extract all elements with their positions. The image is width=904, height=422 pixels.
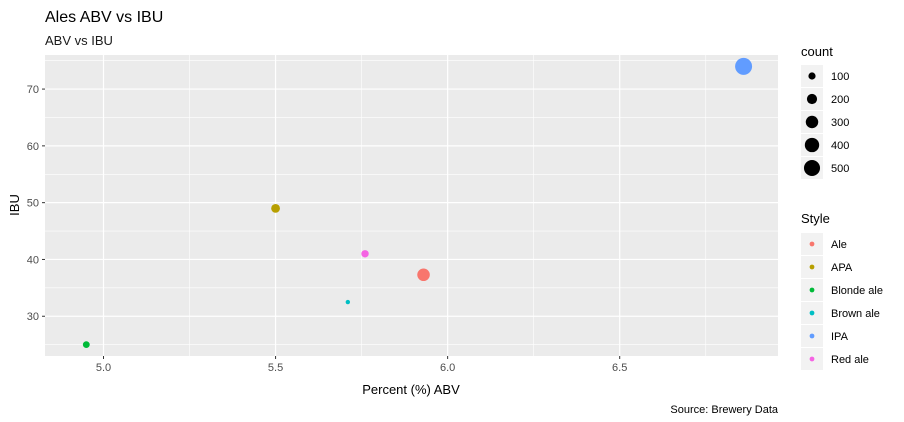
size-legend-dot [808, 72, 816, 80]
x-tick-label: 5.5 [268, 362, 283, 374]
style-legend-dot [809, 264, 815, 270]
size-legend-dot [806, 93, 818, 105]
style-legend-label: Blonde ale [831, 285, 883, 297]
style-legend-label: Brown ale [831, 308, 880, 320]
data-point-ale [417, 268, 430, 282]
x-axis: 5.0 5.5 6.0 6.5 [96, 356, 627, 374]
size-legend-label: 400 [831, 140, 849, 152]
style-legend-dot [809, 356, 815, 362]
size-legend-dot [804, 137, 820, 153]
y-tick-label: 70 [27, 84, 39, 96]
x-tick-label: 6.5 [612, 362, 627, 374]
chart-title: Ales ABV vs IBU [45, 9, 163, 26]
size-legend-label: 200 [831, 94, 849, 106]
y-axis: 30 40 50 60 70 [27, 84, 45, 323]
style-legend-dot [809, 241, 815, 247]
x-axis-title: Percent (%) ABV [362, 382, 460, 397]
data-points [82, 57, 753, 349]
style-legend-dot [809, 333, 815, 339]
x-tick-label: 5.0 [96, 362, 111, 374]
size-legend-dot [805, 115, 819, 129]
style-legend: Ale APA Blonde ale Brown ale IPA Red ale [801, 233, 883, 370]
style-legend-dot [809, 287, 815, 293]
style-legend-label: APA [831, 262, 853, 274]
y-tick-label: 50 [27, 198, 39, 210]
style-legend-title: Style [801, 211, 830, 226]
size-legend-dot [803, 159, 821, 177]
x-tick-label: 6.0 [440, 362, 455, 374]
style-legend-label: IPA [831, 331, 849, 343]
size-legend-label: 300 [831, 117, 849, 129]
style-legend-dot [809, 310, 815, 316]
y-axis-title: IBU [7, 194, 22, 216]
chart-subtitle: ABV vs IBU [45, 33, 113, 48]
data-point-red-ale [361, 250, 369, 258]
size-legend: 100 200 300 400 500 [801, 65, 849, 179]
data-point-apa [271, 203, 280, 213]
data-point-ipa [735, 57, 753, 75]
data-point-blonde-ale [82, 341, 90, 349]
style-legend-label: Red ale [831, 354, 869, 366]
style-legend-label: Ale [831, 239, 847, 251]
panel-background [45, 55, 778, 356]
data-point-brown-ale [345, 299, 351, 305]
size-legend-label: 500 [831, 163, 849, 175]
size-legend-title: count [801, 44, 833, 59]
y-tick-label: 40 [27, 254, 39, 266]
chart-caption: Source: Brewery Data [670, 404, 778, 416]
plot-panel [45, 55, 778, 356]
size-legend-label: 100 [831, 71, 849, 83]
y-tick-label: 30 [27, 311, 39, 323]
y-tick-label: 60 [27, 141, 39, 153]
